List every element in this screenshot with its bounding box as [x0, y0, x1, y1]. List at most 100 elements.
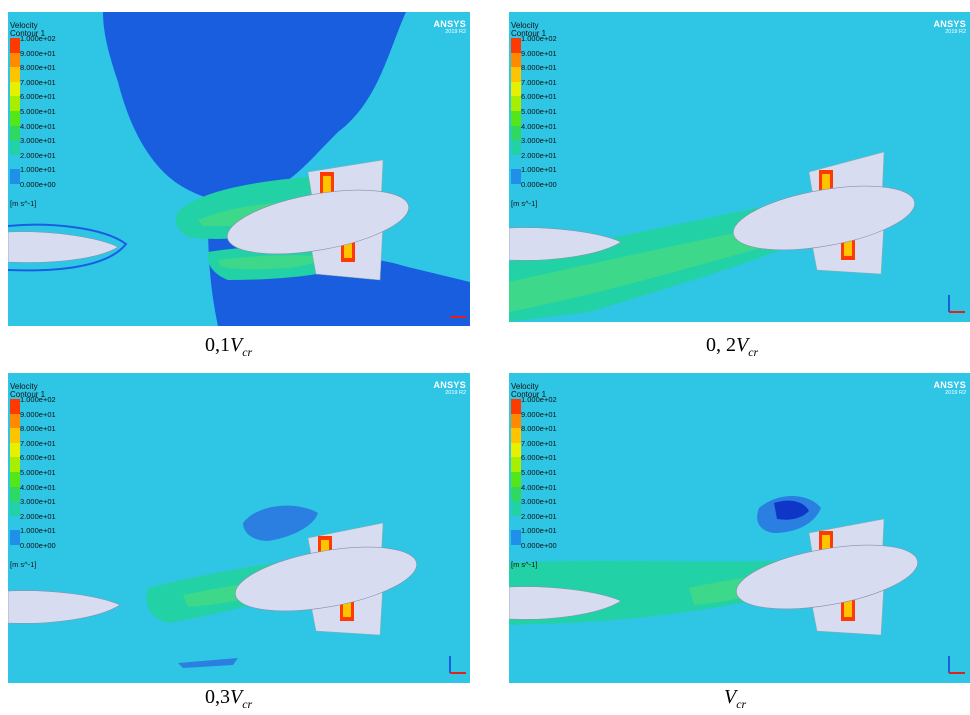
legend-swatch — [511, 169, 521, 184]
legend-level: 5.000e+01 — [8, 468, 56, 487]
caption-variable: V — [230, 686, 243, 708]
legend-swatch — [511, 515, 521, 531]
legend-level: 7.000e+01 — [8, 439, 56, 458]
legend-swatch — [511, 140, 521, 155]
legend-swatch — [10, 457, 20, 472]
velocity-contour-plot — [509, 495, 965, 674]
legend-level: 8.000e+01 — [8, 424, 56, 443]
legend-swatch — [511, 38, 521, 53]
legend-level-label: 4.000e+01 — [521, 121, 557, 131]
legend-level: 4.000e+01 — [509, 122, 557, 141]
legend-swatch — [511, 96, 521, 111]
legend-level: 4.000e+01 — [509, 483, 557, 502]
legend-level: 6.000e+01 — [8, 453, 56, 472]
legend-level-label: 1.000e+02 — [521, 34, 557, 43]
brand-name: ANSYS — [933, 380, 966, 390]
legend-level: 6.000e+01 — [509, 92, 557, 111]
legend-level: 0.000e+00 — [509, 541, 557, 560]
legend-title: Velocity — [10, 21, 38, 30]
legend-level: 9.000e+01 — [8, 49, 56, 68]
legend-subtitle: Contour 1 — [10, 390, 46, 399]
legend-level: 2.000e+01 — [8, 512, 56, 531]
legend-swatch — [10, 428, 20, 443]
legend-level: 9.000e+01 — [509, 410, 557, 429]
legend-scale: 1.000e+02 9.000e+01 8.000e+01 7.000e+01 6.00… — [509, 34, 557, 199]
legend-level-label: 1.000e+02 — [521, 395, 557, 404]
legend-swatch — [10, 52, 20, 68]
legend-swatch — [511, 457, 521, 472]
brand-name: ANSYS — [933, 19, 966, 29]
legend-level-label: 7.000e+01 — [20, 438, 56, 448]
legend-level: 7.000e+01 — [8, 78, 56, 97]
legend-level: 5.000e+01 — [8, 107, 56, 126]
legend-level-label: 6.000e+01 — [521, 92, 557, 102]
legend-scale: 1.000e+02 9.000e+01 8.000e+01 7.000e+01 6.00… — [8, 34, 56, 199]
legend-level: 7.000e+01 — [509, 78, 557, 97]
legend-level-label: 7.000e+01 — [521, 77, 557, 87]
legend-level: 1.000e+02 — [509, 34, 557, 53]
legend-level-label: 1.000e+02 — [20, 395, 56, 404]
legend-swatch — [10, 471, 20, 487]
legend-level: 1.000e+01 — [509, 526, 557, 545]
legend-level: 9.000e+01 — [8, 410, 56, 429]
legend-level-label: 2.000e+01 — [20, 511, 56, 521]
legend-level: 1.000e+01 — [8, 526, 56, 545]
legend-swatch — [10, 530, 20, 545]
legend-level: 0.000e+00 — [509, 180, 557, 199]
contour-panel-vcr: Velocity Contour 1 1.000e+02 9.000e+01 8.0… — [509, 373, 970, 683]
legend-level: 2.000e+01 — [8, 151, 56, 170]
legend-level-label: 5.000e+01 — [521, 106, 557, 116]
legend-swatch — [10, 67, 20, 82]
legend-swatch — [10, 154, 20, 170]
legend-level: 1.000e+02 — [8, 34, 56, 53]
legend-level-label: 1.000e+02 — [20, 34, 56, 43]
legend-level-label: 3.000e+01 — [521, 497, 557, 507]
legend-level-label: 6.000e+01 — [521, 453, 557, 463]
legend-level-label: 8.000e+01 — [20, 424, 56, 434]
velocity-legend: Velocity Contour 1 1.000e+02 9.000e+01 8.0… — [8, 21, 56, 208]
legend-level-label: 1.000e+01 — [20, 526, 56, 536]
legend-swatch — [511, 125, 521, 141]
legend-level-label: 2.000e+01 — [521, 150, 557, 160]
velocity-legend: Velocity Contour 1 1.000e+02 9.000e+01 8.0… — [509, 383, 557, 569]
legend-level-label: 3.000e+01 — [521, 136, 557, 146]
velocity-contour-plot — [509, 151, 965, 322]
caption-panel-2: 0, 2Vcr — [706, 334, 758, 360]
legend-swatch — [511, 530, 521, 545]
brand-name: ANSYS — [433, 380, 466, 390]
legend-level-label: 6.000e+01 — [20, 92, 56, 102]
legend-swatch — [10, 81, 20, 97]
legend-swatch — [511, 81, 521, 97]
legend-level-label: 0.000e+00 — [20, 540, 56, 550]
legend-swatch — [10, 140, 20, 155]
legend-level: 3.000e+01 — [8, 136, 56, 155]
legend-unit: [m s^-1] — [511, 198, 538, 208]
legend-swatch — [10, 96, 20, 111]
legend-level-label: 9.000e+01 — [521, 48, 557, 58]
contour-panel-02vcr: Velocity Contour 1 1.000e+02 9.000e+01 8.0… — [509, 12, 970, 322]
legend-level: 9.000e+01 — [509, 49, 557, 68]
ansys-logo: ANSYS 2019 R2 — [433, 20, 466, 36]
legend-swatch — [511, 399, 521, 414]
legend-level-label: 3.000e+01 — [20, 497, 56, 507]
ansys-logo: ANSYS 2019 R2 — [433, 381, 466, 397]
brand-version: 2019 R2 — [945, 390, 966, 396]
legend-level-label: 5.000e+01 — [20, 467, 56, 477]
legend-level-label: 3.000e+01 — [20, 136, 56, 146]
caption-subscript: cr — [242, 345, 253, 359]
legend-level: 6.000e+01 — [8, 92, 56, 111]
legend-level: 2.000e+01 — [509, 512, 557, 531]
legend-swatch — [511, 67, 521, 82]
legend-swatch — [511, 110, 521, 126]
legend-swatch — [10, 501, 20, 516]
caption-panel-1: 0,1Vcr — [205, 334, 252, 360]
legend-level-label: 7.000e+01 — [20, 77, 56, 87]
velocity-contour-plot — [8, 505, 466, 674]
legend-level-label: 9.000e+01 — [521, 409, 557, 419]
legend-level-label: 8.000e+01 — [521, 63, 557, 73]
legend-swatch — [10, 486, 20, 502]
legend-level-label: 6.000e+01 — [20, 453, 56, 463]
legend-level-label: 0.000e+00 — [521, 179, 557, 189]
legend-level: 4.000e+01 — [8, 483, 56, 502]
caption-subscript: cr — [736, 697, 747, 711]
